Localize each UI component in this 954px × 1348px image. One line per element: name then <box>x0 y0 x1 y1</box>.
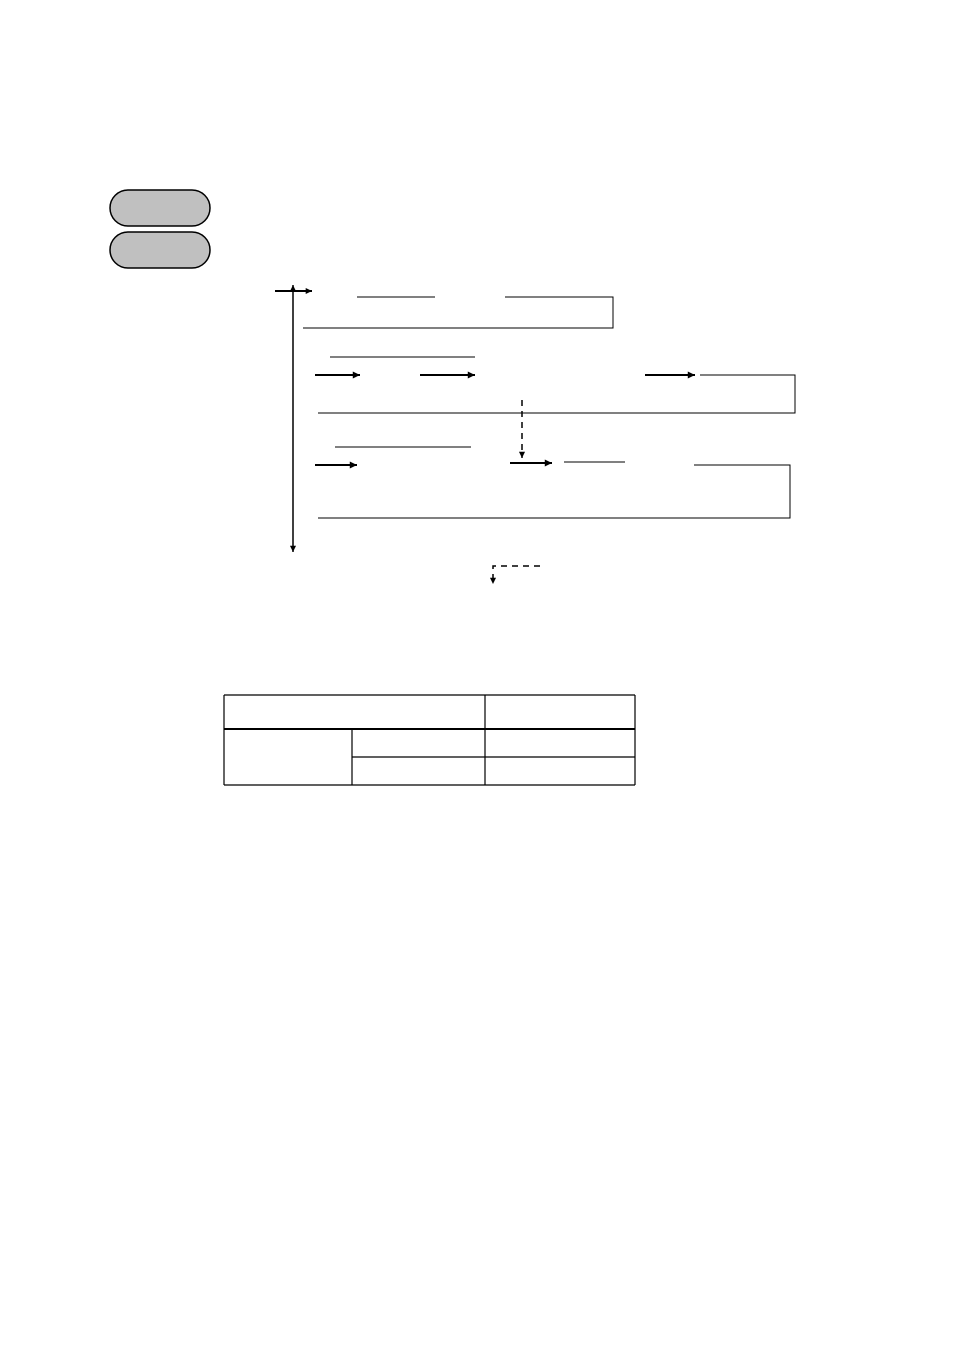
poly-2 <box>318 375 795 413</box>
poly-1 <box>303 297 613 328</box>
diagram-canvas <box>0 0 954 1348</box>
pill-2 <box>110 232 210 268</box>
spec-table <box>224 695 635 785</box>
pill-1 <box>110 190 210 226</box>
poly-3 <box>318 465 790 518</box>
arrow-dashed-2 <box>493 566 540 584</box>
